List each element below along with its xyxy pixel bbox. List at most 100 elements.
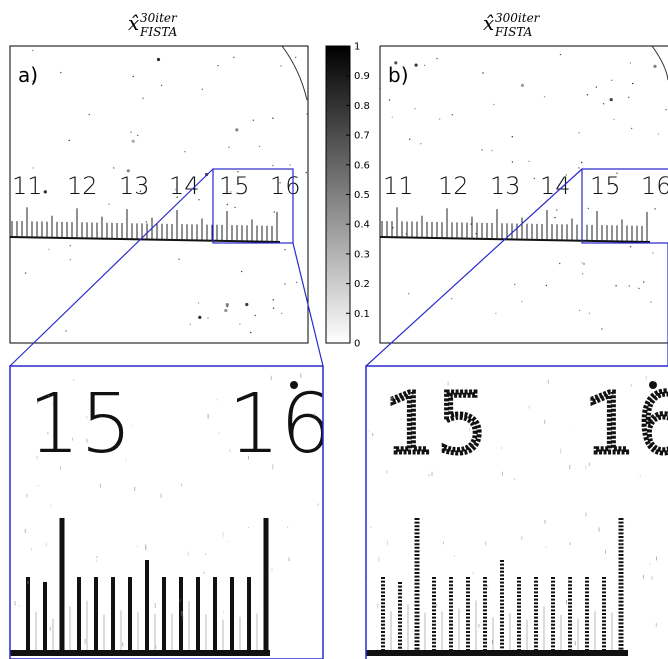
noise-speck [491,150,493,152]
zoom-noise-speck [649,563,651,566]
noise-speck [32,167,34,169]
panel-b-ruler-ticks [381,207,648,242]
colorbar-tick-label: 0.4 [354,220,370,231]
noise-speck [250,331,252,334]
noise-speck [611,79,613,82]
noise-speck [280,65,282,67]
zoom-noise-speck [630,384,632,387]
zoom-noise-speck [160,493,162,498]
zoom-b-baseline [366,650,628,656]
ruler-number: 15 [219,172,250,200]
noise-speck [137,134,139,137]
noise-speck [252,119,255,121]
zoom-number: 16 [228,377,332,472]
zoom-noise-speck [72,437,73,441]
zoom-noise-speck [528,405,530,409]
zoom-noise-speck [86,438,88,443]
noise-speck [533,177,535,180]
zoom-noise-speck [218,432,220,435]
zoom-noise-speck [247,527,249,529]
zoom-noise-speck [73,379,75,381]
noise-speck [475,233,477,235]
zoom-a: 15 16 [9,365,332,659]
zoom-noise-speck [187,551,189,556]
noise-speck [559,53,562,56]
noise-speck [230,191,232,193]
zoom-noise-speck [145,544,147,549]
noise-speck [88,113,91,116]
noise-speck [545,284,547,287]
noise-speck [224,308,228,313]
svg-text:300iter: 300iter [495,11,541,25]
zoom-noise-speck [390,397,392,399]
noise-speck [470,223,472,225]
panel-b-zoom-box [581,168,668,244]
noise-speck [48,248,50,251]
noise-speck [108,203,110,205]
noise-speck [595,86,597,88]
zoom-noise-speck [368,430,370,432]
panel-b-label: b) [388,63,409,87]
noise-speck [235,128,239,132]
noise-speck [69,245,72,247]
noise-speck [482,72,484,74]
noise-speck [614,184,616,187]
zoom-noise-speck [620,543,622,545]
noise-speck [184,151,186,153]
noise-speck [388,99,391,101]
zoom-noise-speck [182,616,184,621]
noise-speck [657,133,660,135]
zoom-noise-speck [478,624,480,628]
zoom-noise-speck [134,486,136,492]
zoom-noise-speck [27,581,29,584]
noise-speck [423,64,426,67]
zoom-noise-speck [109,451,111,453]
zoom-noise-speck [502,471,503,476]
noise-speck [650,301,652,303]
noise-speck [451,114,453,116]
zoom-noise-speck [372,433,374,436]
noise-speck [32,49,34,52]
noise-speck [176,196,178,198]
zoom-noise-speck [574,641,576,646]
zoom-noise-speck [30,547,32,551]
noise-speck [628,96,630,99]
zoom-noise-speck [181,483,183,487]
zoom-noise-speck [378,557,380,562]
noise-speck [581,262,583,264]
zoom-b-noise [366,375,657,646]
zoom-noise-speck [84,639,86,644]
zoom-noise-speck [300,373,302,378]
panel-a-label: a) [18,63,38,87]
noise-speck [394,61,398,65]
zoom-noise-speck [370,526,372,528]
noise-speck [241,270,243,273]
zoom-noise-speck [605,549,606,554]
noise-speck [226,305,228,308]
zoom-noise-speck [223,611,225,614]
noise-speck [296,281,298,283]
zoom-b-ticks [381,518,624,652]
zoom-noise-speck [386,540,388,546]
zoom-noise-speck [377,604,379,609]
noise-speck [237,171,239,173]
zoom-noise-speck [487,585,489,588]
noise-speck [653,64,657,68]
noise-speck [198,199,200,201]
zoom-noise-speck [216,398,218,401]
zoom-noise-speck [122,642,124,647]
zoom-noise-speck [37,485,39,487]
zoom-noise-speck [287,526,289,529]
noise-speck [306,113,308,115]
noise-speck [69,258,72,261]
noise-speck [609,98,613,102]
noise-speck [414,108,416,110]
zoom-noise-speck [570,426,572,428]
zoom-noise-speck [205,553,206,555]
noise-speck [272,164,274,167]
panel-b-ruler-line [380,236,651,243]
noise-speck [481,149,483,151]
noise-speck [156,57,161,62]
noise-speck [245,302,249,307]
ruler-number: 11 [12,172,43,200]
